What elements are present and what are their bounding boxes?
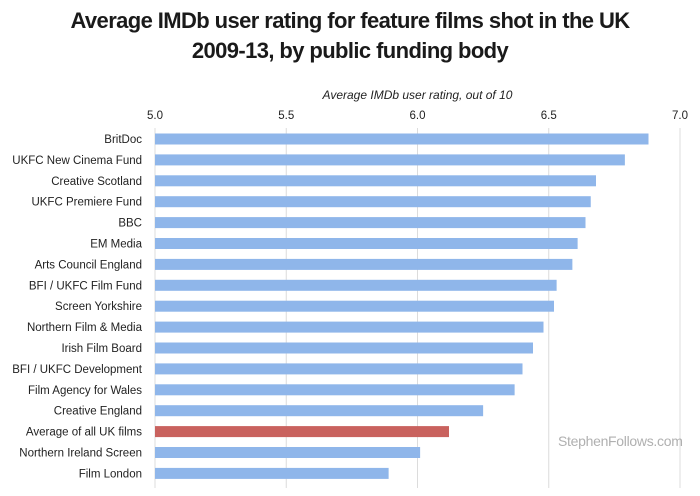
x-tick-label: 6.0	[410, 110, 426, 122]
category-label: BritDoc	[104, 134, 142, 146]
bar	[155, 300, 554, 312]
category-label: Film London	[79, 468, 142, 480]
bar	[155, 363, 523, 375]
x-axis-label: Average IMDb user rating, out of 10	[322, 88, 513, 102]
chart-subtitle: 2009-13, by public funding body	[191, 38, 509, 63]
category-label: BFI / UKFC Film Fund	[29, 280, 142, 292]
bar	[155, 133, 649, 145]
category-label: Creative Scotland	[51, 176, 142, 188]
category-label: Irish Film Board	[61, 343, 142, 355]
bar	[155, 217, 586, 229]
category-label: EM Media	[90, 239, 142, 251]
category-label: Northern Film & Media	[27, 322, 143, 334]
bar	[155, 447, 421, 458]
category-label: UKFC New Cinema Fund	[12, 155, 142, 167]
bar	[155, 467, 389, 479]
x-tick-label: 5.5	[278, 110, 294, 122]
bar	[155, 238, 578, 249]
bar	[155, 154, 625, 166]
watermark: StephenFollows.com	[558, 433, 683, 449]
x-tick-label: 7.0	[672, 110, 688, 122]
bar	[155, 175, 596, 187]
category-label: UKFC Premiere Fund	[31, 197, 142, 209]
bar	[155, 405, 484, 417]
category-label: Film Agency for Wales	[28, 385, 142, 397]
bar	[155, 321, 544, 333]
category-label: Northern Ireland Screen	[19, 448, 142, 460]
category-label: BFI / UKFC Development	[12, 364, 143, 376]
x-tick-label: 6.5	[541, 110, 557, 122]
x-tick-label: 5.0	[147, 110, 163, 122]
bar	[155, 258, 573, 270]
category-label: Arts Council England	[35, 259, 142, 271]
bar	[155, 384, 515, 396]
category-label: BBC	[118, 218, 142, 230]
category-label: Creative England	[54, 406, 142, 418]
bar	[155, 196, 591, 208]
bar	[155, 279, 557, 291]
category-label: Screen Yorkshire	[55, 301, 142, 313]
bar	[155, 342, 533, 354]
category-label: Average of all UK films	[26, 427, 142, 439]
chart-title: Average IMDb user rating for feature fil…	[70, 8, 630, 33]
bar	[155, 426, 449, 438]
